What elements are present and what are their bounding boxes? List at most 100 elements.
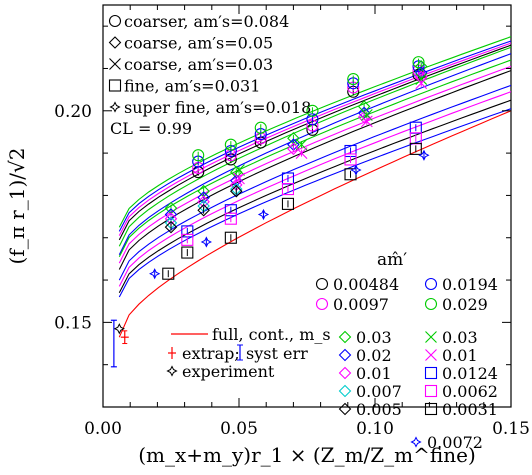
cl-text: CL = 0.99 (110, 119, 192, 138)
legend-ensemble-label: coarse, am′s=0.03 (124, 55, 273, 74)
legend-mass-symbol (424, 297, 438, 311)
x-axis-label: (m_x+m_y)r_1 × (Z_m/Z_m^fine) (138, 443, 476, 467)
data-point (181, 246, 194, 259)
y-axis-label: (f_π r_1)/√2 (5, 147, 29, 264)
data-point (197, 203, 210, 217)
fit-curve-8 (118, 70, 511, 270)
tick-labels: 0.00 0.05 0.10 0.15 0.15 0.20 (54, 102, 530, 439)
y-tick-label: 0.20 (54, 102, 92, 122)
fit-curve-6 (118, 59, 511, 258)
fit-curve-9 (118, 84, 511, 281)
legend-mass-label: 0.007 (356, 382, 402, 401)
legend-mass-label: 0.02 (356, 346, 392, 365)
data-point (200, 236, 212, 248)
data-point (181, 233, 194, 246)
data-point (149, 268, 161, 280)
data-point (281, 197, 295, 210)
fit-curve-12 (118, 108, 511, 298)
fit-curve-2 (118, 42, 511, 236)
x-tick-label: 0.10 (356, 419, 394, 439)
fit-curve-10 (118, 91, 511, 287)
fit-curve-5 (118, 53, 511, 255)
legend-ensemble-symbol (108, 36, 122, 49)
legend-mass-symbol (338, 330, 352, 344)
legend-mass-symbol (425, 349, 437, 361)
legend-mass-symbol (424, 402, 438, 416)
legend-mass-symbol (338, 348, 352, 362)
data-point (418, 149, 430, 161)
data-point (192, 149, 205, 162)
data-point (415, 73, 428, 85)
data-point (295, 147, 308, 159)
data-points (149, 56, 430, 280)
y-tick-label: 0.15 (54, 313, 92, 333)
legend-mass-label: 0.0194 (442, 275, 498, 294)
data-point (412, 56, 425, 69)
experiment-point (113, 323, 125, 335)
data-point (295, 138, 308, 151)
data-point (287, 142, 300, 156)
legend-mass-label: 0.0097 (333, 295, 389, 314)
data-point (409, 142, 422, 155)
legend-ensemble-symbol (108, 14, 122, 28)
data-point (162, 267, 175, 280)
legend-mass-label: 0.01 (442, 346, 478, 365)
data-point (224, 231, 237, 244)
legend-mass-symbol (338, 384, 352, 398)
data-point (224, 212, 237, 225)
legend-extrap-label: extrap; (182, 344, 240, 363)
legend-mass-symbol (338, 402, 352, 416)
legend-mass-symbol (424, 384, 438, 398)
legend-mass-header: am̂′ (377, 250, 407, 270)
plot-frame (102, 4, 512, 408)
data-point (257, 208, 270, 221)
fit-curve-7 (118, 65, 511, 264)
data-point (233, 164, 245, 176)
legend-ensemble-label: coarse, am′s=0.05 (124, 34, 273, 53)
legend-mass-label: 0.03 (442, 328, 478, 347)
data-point (306, 104, 319, 117)
legend-mass-symbol (338, 366, 352, 380)
legend-ensemble-symbol (109, 101, 121, 113)
legend-ensemble-label: fine, am′s=0.031 (124, 77, 260, 96)
fit-curves (118, 36, 511, 338)
extrapolation-markers (110, 319, 129, 368)
legend-mass-symbol (424, 366, 438, 380)
fit-curve-0 (118, 36, 511, 228)
data-point (164, 220, 178, 234)
data-point (233, 172, 245, 185)
data-point (344, 153, 357, 166)
legend-mass-label: 0.029 (442, 295, 488, 314)
legend-mass-symbol (315, 277, 329, 291)
data-point (230, 184, 243, 198)
legend-mass-symbol (410, 436, 422, 448)
legend-mass-label: 0.005 (356, 400, 402, 419)
fit-curve-13 (118, 110, 511, 338)
legend-mass-label: 0.00484 (333, 275, 399, 294)
legend-mass-label: 0.0031 (442, 400, 498, 419)
x-tick-label: 0.05 (220, 419, 258, 439)
legend-mass-label: 0.01 (356, 364, 392, 383)
plot-area (102, 4, 512, 408)
legend-mass-symbol (424, 277, 438, 291)
legend-ensemble-symbol (108, 79, 122, 92)
data-point (254, 121, 267, 134)
legend-ensemble-label: super fine, am′s=0.018 (124, 98, 311, 117)
legend-mass-symbol (425, 331, 437, 343)
legend-mass-label: 0.0072 (427, 433, 483, 452)
data-point (347, 73, 360, 86)
data-point (281, 183, 295, 196)
data-point (224, 138, 237, 151)
x-tick-label: 0.00 (84, 419, 122, 439)
legend-mass-symbol (315, 297, 329, 311)
legend-line-label: full, cont., m_s (212, 325, 331, 344)
data-point (350, 164, 362, 176)
legend-experiment-label: experiment (182, 362, 275, 381)
legend-experiment-symbol (166, 365, 178, 377)
legend-mass-label: 0.03 (356, 328, 392, 347)
data-point (415, 77, 428, 90)
x-tick-label: 0.15 (492, 419, 530, 439)
legend-ensemble-label: coarser, am′s=0.084 (124, 12, 289, 31)
legend-syst-label: syst err (246, 344, 308, 363)
